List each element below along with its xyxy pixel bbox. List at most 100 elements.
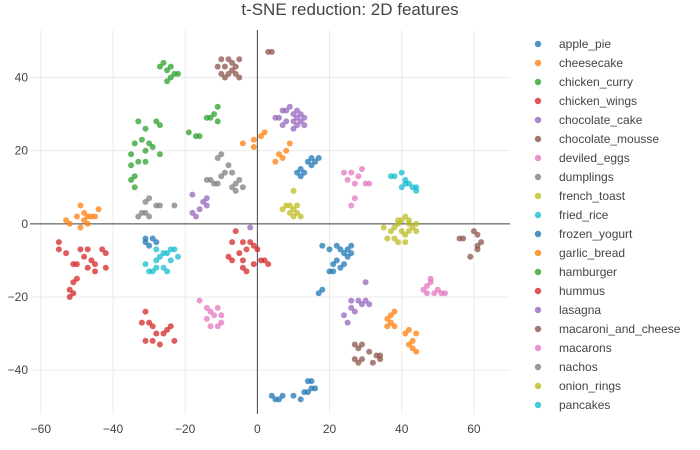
data-point-macarons xyxy=(214,304,221,311)
legend-item-deviled-eggs[interactable]: deviled_eggs xyxy=(534,151,630,165)
legend-marker xyxy=(534,78,542,86)
legend-item-hummus[interactable]: hummus xyxy=(534,284,605,298)
legend-label: hummus xyxy=(559,284,605,298)
legend-marker xyxy=(534,344,542,352)
legend-item-chocolate-mousse[interactable]: chocolate_mousse xyxy=(534,132,660,146)
data-point-fried-rice xyxy=(146,268,153,275)
data-point-chicken-wings xyxy=(55,239,62,246)
data-point-dumplings xyxy=(146,195,153,202)
data-point-dumplings xyxy=(221,169,228,176)
legend-item-nachos[interactable]: nachos xyxy=(534,360,598,374)
data-point-chicken-curry xyxy=(167,74,174,81)
data-point-dumplings xyxy=(135,213,142,220)
data-point-french-toast xyxy=(294,202,301,209)
legend-item-macarons[interactable]: macarons xyxy=(534,341,612,355)
data-point-dumplings xyxy=(171,202,178,209)
data-point-dumplings xyxy=(214,155,221,161)
data-point-onion-rings xyxy=(395,217,402,224)
data-point-deviled-eggs xyxy=(355,173,362,180)
data-point-chicken-wings xyxy=(142,308,149,315)
data-point-onion-rings xyxy=(402,231,409,238)
data-point-chicken-wings xyxy=(84,246,91,253)
legend-item-chicken-wings[interactable]: chicken_wings xyxy=(534,94,637,108)
legend-item-lasagna[interactable]: lasagna xyxy=(534,303,602,317)
data-point-frozen-yogurt xyxy=(304,389,311,396)
x-tick-label: −40 xyxy=(103,422,124,436)
data-point-chicken-wings xyxy=(142,337,149,344)
data-point-garlic-bread xyxy=(387,319,394,326)
legend-label: deviled_eggs xyxy=(559,151,630,165)
data-point-chocolate-cake xyxy=(290,125,297,132)
data-point-frozen-yogurt xyxy=(308,155,315,161)
legend-marker xyxy=(534,97,542,105)
data-point-chocolate-cake xyxy=(351,308,358,315)
data-point-chocolate-mousse xyxy=(214,63,221,70)
data-point-fried-rice xyxy=(398,169,405,176)
data-point-chocolate-mousse xyxy=(478,239,485,246)
data-point-chicken-curry xyxy=(142,158,149,165)
data-point-frozen-yogurt xyxy=(315,155,322,161)
data-point-macarons xyxy=(203,315,210,322)
data-point-cheesecake xyxy=(258,133,264,140)
data-point-chicken-wings xyxy=(156,341,163,348)
data-point-chicken-curry xyxy=(153,118,160,125)
legend-label: cheesecake xyxy=(559,56,623,70)
data-point-chicken-wings xyxy=(225,253,232,260)
data-point-chocolate-cake xyxy=(272,114,279,121)
data-point-chicken-wings xyxy=(239,239,246,246)
legend-item-chocolate-cake[interactable]: chocolate_cake xyxy=(534,113,643,127)
legend-item-frozen-yogurt[interactable]: frozen_yogurt xyxy=(534,227,633,241)
data-point-chicken-wings xyxy=(70,279,77,286)
data-point-chocolate-cake xyxy=(362,279,369,286)
axis-ticks: −60 −40 −20 0 20 40 60 −40 −20 0 20 40 xyxy=(8,71,481,436)
data-point-chicken-wings xyxy=(247,239,254,246)
data-point-onion-rings xyxy=(405,228,412,235)
data-point-chocolate-mousse xyxy=(236,56,243,63)
data-point-french-toast xyxy=(297,213,304,220)
zero-lines xyxy=(30,30,510,414)
data-point-chicken-curry xyxy=(142,147,149,154)
legend-item-garlic-bread[interactable]: garlic_bread xyxy=(534,246,625,260)
data-point-chicken-wings xyxy=(243,246,250,253)
legend-item-dumplings[interactable]: dumplings xyxy=(534,170,614,184)
data-point-chicken-wings xyxy=(138,319,145,326)
data-point-chocolate-mousse xyxy=(232,70,239,77)
legend-item-fried-rice[interactable]: fried_rice xyxy=(534,208,609,222)
legend-item-french-toast[interactable]: french_toast xyxy=(534,189,626,203)
data-point-macarons xyxy=(203,304,210,311)
data-point-chocolate-mousse xyxy=(221,63,228,70)
data-point-garlic-bread xyxy=(77,202,84,209)
legend-item-chicken-curry[interactable]: chicken_curry xyxy=(534,75,633,89)
legend-label: chicken_curry xyxy=(559,75,633,89)
data-point-chicken-curry xyxy=(175,70,181,77)
data-point-apple-pie xyxy=(146,242,153,249)
legend-item-macaroni-and-cheese[interactable]: macaroni_and_cheese xyxy=(534,322,681,336)
data-point-frozen-yogurt xyxy=(326,268,333,275)
data-point-chocolate-mousse xyxy=(470,228,477,235)
data-point-fried-rice xyxy=(402,180,409,187)
data-point-chicken-curry xyxy=(203,114,210,121)
legend-item-pancakes[interactable]: pancakes xyxy=(534,398,611,412)
data-point-macarons xyxy=(218,319,225,326)
y-tick-label: −40 xyxy=(8,363,29,377)
data-point-dumplings xyxy=(232,180,239,187)
data-point-chicken-curry xyxy=(156,63,163,70)
data-point-chicken-wings xyxy=(243,268,250,275)
legend-item-cheesecake[interactable]: cheesecake xyxy=(534,56,624,70)
data-point-chicken-wings xyxy=(239,264,246,271)
legend-item-hamburger[interactable]: hamburger xyxy=(534,265,617,279)
data-point-chicken-wings xyxy=(236,250,243,257)
data-point-chocolate-mousse xyxy=(369,359,376,366)
data-point-onion-rings xyxy=(395,239,402,246)
legend-item-onion-rings[interactable]: onion_rings xyxy=(534,379,621,393)
data-point-chocolate-mousse xyxy=(268,48,275,55)
x-tick-label: −60 xyxy=(31,422,52,436)
data-point-chocolate-mousse xyxy=(366,348,373,355)
data-point-dumplings xyxy=(229,184,236,191)
y-tick-label: 0 xyxy=(21,217,28,231)
data-point-garlic-bread xyxy=(402,330,409,337)
legend-item-apple-pie[interactable]: apple_pie xyxy=(534,37,612,51)
data-point-frozen-yogurt xyxy=(326,246,333,253)
data-point-chicken-curry xyxy=(214,118,221,125)
